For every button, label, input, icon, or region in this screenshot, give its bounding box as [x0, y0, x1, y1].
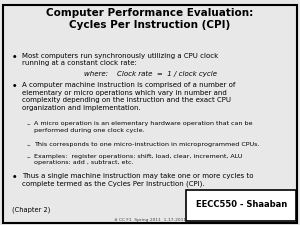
- Text: A computer machine instruction is comprised of a number of
elementary or micro o: A computer machine instruction is compri…: [22, 82, 236, 111]
- Text: EECC550 - Shaaban: EECC550 - Shaaban: [196, 200, 287, 209]
- Text: –: –: [27, 122, 31, 128]
- Text: Examples:  register operations: shift, load, clear, increment, ALU
operations: a: Examples: register operations: shift, lo…: [34, 154, 243, 165]
- Text: –: –: [27, 154, 31, 160]
- FancyBboxPatch shape: [186, 190, 296, 220]
- Text: This corresponds to one micro-instruction in microprogrammed CPUs.: This corresponds to one micro-instructio…: [34, 142, 260, 147]
- Text: •: •: [12, 82, 17, 91]
- Text: •: •: [12, 53, 17, 62]
- Text: Thus a single machine instruction may take one or more cycles to
complete termed: Thus a single machine instruction may ta…: [22, 173, 254, 187]
- Text: Most computers run synchronously utilizing a CPU clock
running at a constant clo: Most computers run synchronously utilizi…: [22, 53, 219, 66]
- Text: –: –: [27, 142, 31, 148]
- Text: # CC F1  Spring 2011  1-17-2011: # CC F1 Spring 2011 1-17-2011: [114, 218, 186, 222]
- Text: A micro operation is an elementary hardware operation that can be
performed duri: A micro operation is an elementary hardw…: [34, 122, 253, 133]
- Text: where:    Clock rate  =  1 / clock cycle: where: Clock rate = 1 / clock cycle: [83, 71, 217, 77]
- Text: (Chapter 2): (Chapter 2): [12, 206, 50, 213]
- Text: •: •: [12, 173, 17, 182]
- Text: Computer Performance Evaluation:
Cycles Per Instruction (CPI): Computer Performance Evaluation: Cycles …: [46, 8, 253, 30]
